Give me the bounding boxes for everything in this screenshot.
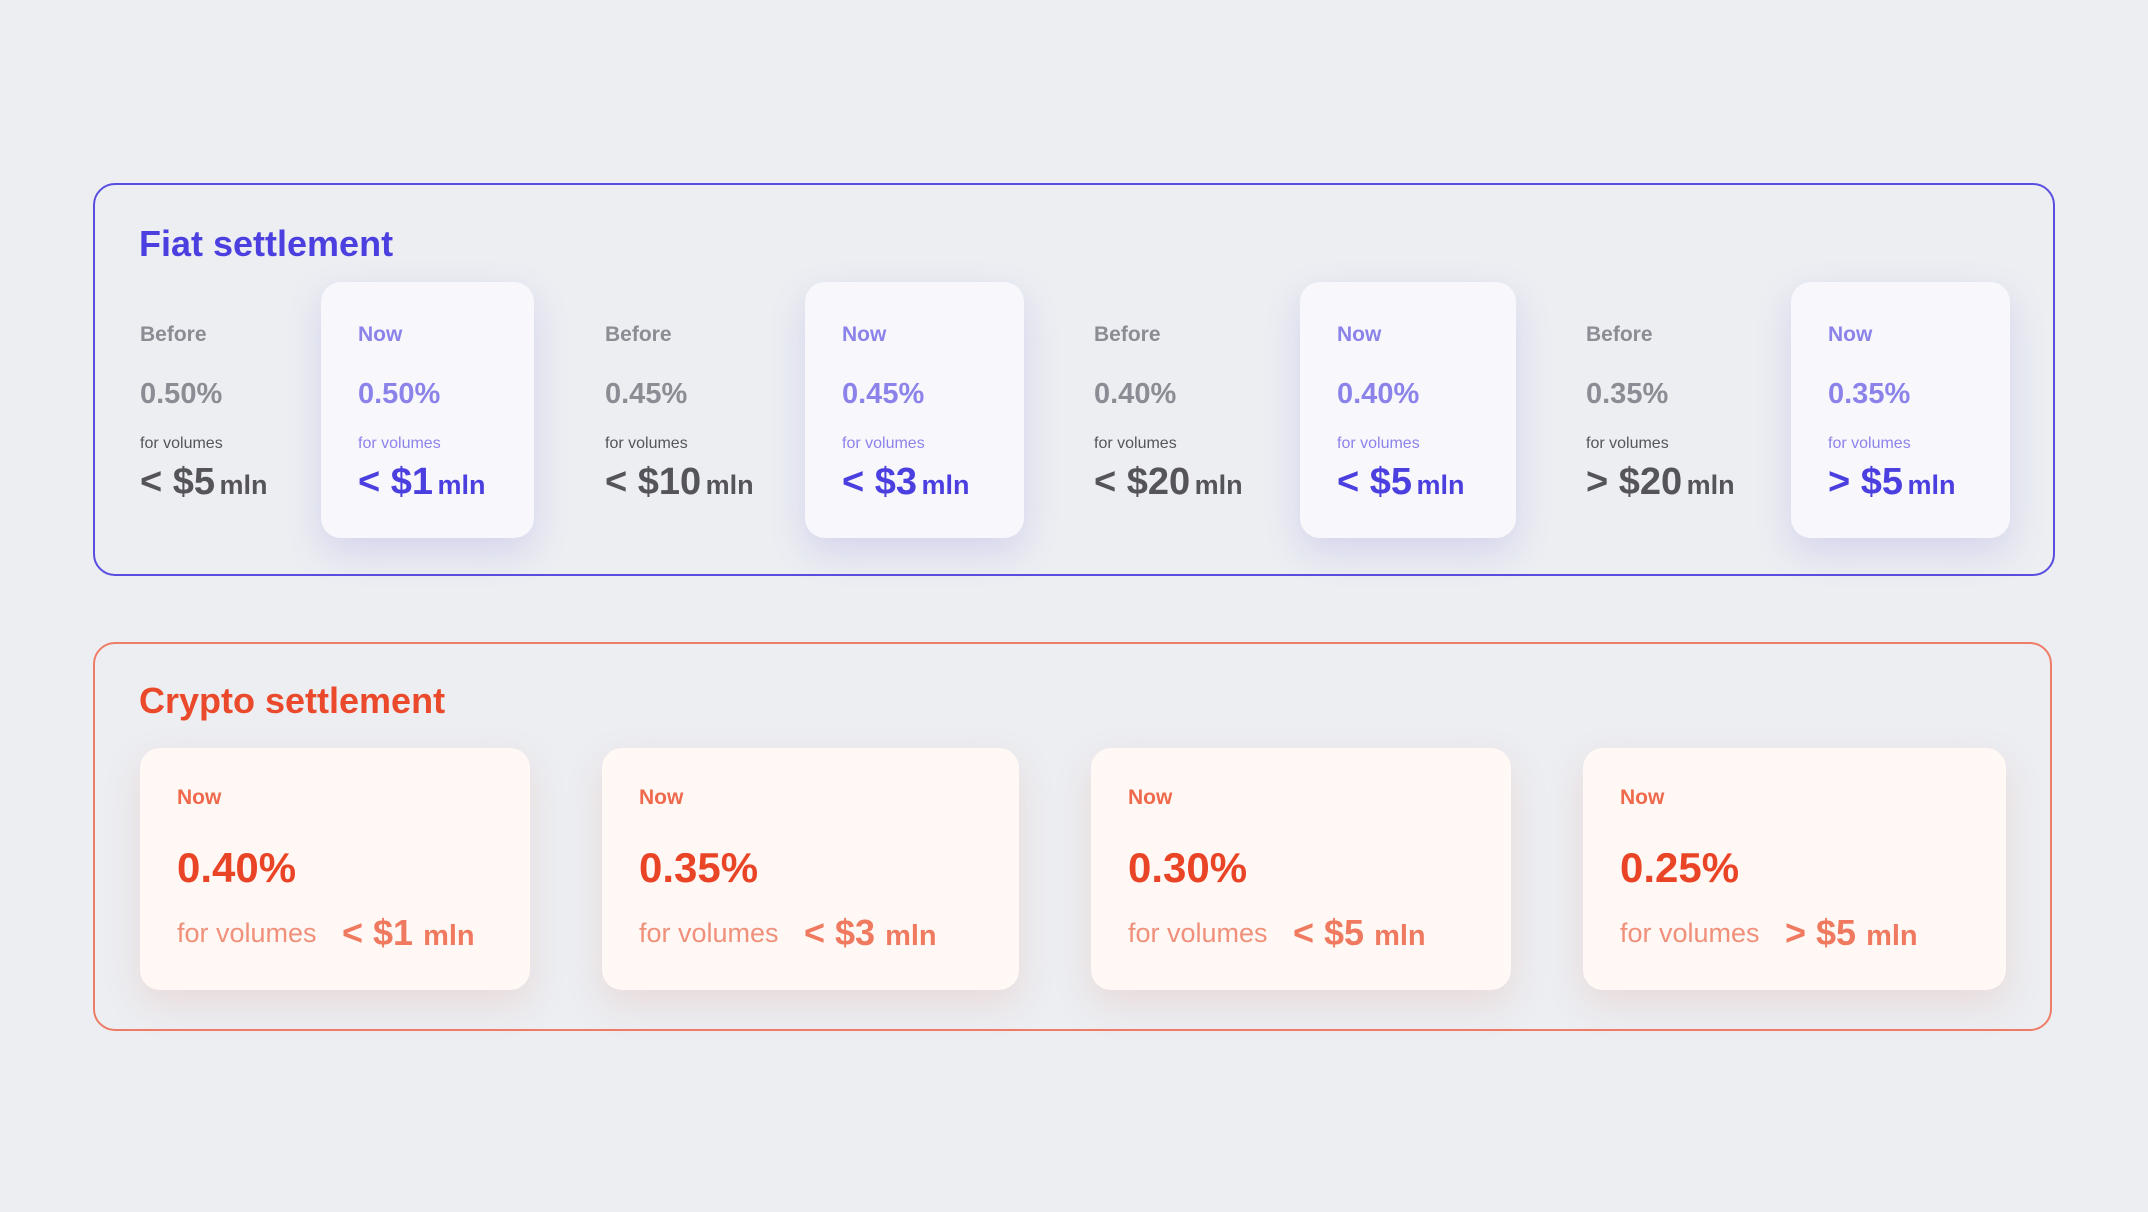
before-label: Before — [140, 323, 207, 346]
before-label: Before — [1094, 323, 1161, 346]
crypto-tier-2-card: Now 0.35% for volumes < $3 mln — [602, 748, 1019, 990]
crypto-tier-1-card: Now 0.40% for volumes < $1 mln — [140, 748, 530, 990]
fiat-tier-3-before: Before 0.40% for volumes < $20 mln — [1094, 282, 1269, 538]
volume-unit: mln — [705, 470, 754, 500]
volume-unit: mln — [1866, 920, 1918, 952]
now-rate: 0.35% — [639, 844, 759, 891]
fiat-settlement-title: Fiat settlement — [139, 223, 394, 264]
before-rate: 0.40% — [1094, 378, 1177, 410]
for-volumes-label: for volumes — [1620, 918, 1760, 948]
volume-amount: < $20 — [1094, 461, 1191, 503]
now-rate: 0.25% — [1620, 844, 1740, 891]
volume-amount: < $5 — [140, 461, 216, 503]
volume-unit: mln — [921, 470, 970, 500]
crypto-settlement-title: Crypto settlement — [139, 680, 446, 721]
before-rate: 0.50% — [140, 378, 223, 410]
volume-amount: > $5 — [1785, 912, 1857, 953]
now-label: Now — [1828, 323, 1873, 346]
volume-unit: mln — [437, 470, 486, 500]
fiat-tier-2-now-card: Now 0.45% for volumes < $3 mln — [805, 282, 1024, 538]
fiat-tier-4-now-card: Now 0.35% for volumes > $5 mln — [1791, 282, 2010, 538]
volume-amount: > $20 — [1586, 461, 1683, 503]
fiat-tier-1-before: Before 0.50% for volumes < $5 mln — [140, 282, 300, 538]
for-volumes-label: for volumes — [177, 918, 317, 948]
volume-unit: mln — [1686, 470, 1735, 500]
before-label: Before — [1586, 323, 1653, 346]
fiat-settlement-panel: Fiat settlement Before 0.50% for volumes… — [93, 183, 2055, 576]
now-rate: 0.35% — [1828, 378, 1911, 410]
volume-unit: mln — [219, 470, 268, 500]
crypto-tier-4-card: Now 0.25% for volumes > $5 mln — [1583, 748, 2006, 990]
for-volumes-label: for volumes — [1337, 435, 1420, 452]
now-rate: 0.30% — [1128, 844, 1248, 891]
volume-threshold: < $1 mln — [342, 912, 475, 954]
for-volumes-label: for volumes — [639, 918, 779, 948]
now-label: Now — [1620, 786, 1665, 809]
volume-amount: < $3 — [804, 912, 876, 953]
fiat-tier-3-now-card: Now 0.40% for volumes < $5 mln — [1300, 282, 1516, 538]
now-label: Now — [639, 786, 684, 809]
volume-unit: mln — [423, 920, 475, 952]
now-label: Now — [842, 323, 887, 346]
volume-amount: < $5 — [1293, 912, 1365, 953]
volume-threshold: < $5 mln — [140, 461, 268, 504]
before-label: Before — [605, 323, 672, 346]
for-volumes-label: for volumes — [1586, 435, 1669, 452]
now-rate: 0.45% — [842, 378, 925, 410]
for-volumes-label: for volumes — [605, 435, 688, 452]
for-volumes-label: for volumes — [358, 435, 441, 452]
volume-amount: < $10 — [605, 461, 702, 503]
for-volumes-label: for volumes — [1128, 918, 1268, 948]
volume-threshold: < $5 mln — [1337, 461, 1465, 504]
now-label: Now — [177, 786, 222, 809]
now-rate: 0.40% — [177, 844, 297, 891]
volume-threshold: < $3 mln — [804, 912, 937, 954]
volume-amount: < $1 — [342, 912, 414, 953]
volume-threshold: > $5 mln — [1785, 912, 1918, 954]
volume-threshold: < $10 mln — [605, 461, 754, 504]
volume-unit: mln — [1416, 470, 1465, 500]
volume-threshold: < $20 mln — [1094, 461, 1243, 504]
volume-threshold: > $20 mln — [1586, 461, 1735, 504]
now-rate: 0.40% — [1337, 378, 1420, 410]
volume-amount: > $5 — [1828, 461, 1904, 503]
for-volumes-label: for volumes — [842, 435, 925, 452]
volume-threshold: < $3 mln — [842, 461, 970, 504]
volume-amount: < $1 — [358, 461, 434, 503]
volume-amount: < $3 — [842, 461, 918, 503]
before-rate: 0.45% — [605, 378, 688, 410]
fiat-tier-2-before: Before 0.45% for volumes < $10 mln — [605, 282, 775, 538]
volume-threshold: > $5 mln — [1828, 461, 1956, 504]
now-rate: 0.50% — [358, 378, 441, 410]
before-rate: 0.35% — [1586, 378, 1669, 410]
for-volumes-label: for volumes — [140, 435, 223, 452]
now-label: Now — [1128, 786, 1173, 809]
volume-unit: mln — [1907, 470, 1956, 500]
for-volumes-label: for volumes — [1094, 435, 1177, 452]
now-label: Now — [358, 323, 403, 346]
volume-threshold: < $1 mln — [358, 461, 486, 504]
volume-unit: mln — [885, 920, 937, 952]
crypto-settlement-panel: Crypto settlement Now 0.40% for volumes … — [93, 642, 2052, 1031]
volume-amount: < $5 — [1337, 461, 1413, 503]
volume-unit: mln — [1374, 920, 1426, 952]
crypto-tier-3-card: Now 0.30% for volumes < $5 mln — [1091, 748, 1511, 990]
fiat-tier-4-before: Before 0.35% for volumes > $20 mln — [1586, 282, 1761, 538]
volume-unit: mln — [1194, 470, 1243, 500]
now-label: Now — [1337, 323, 1382, 346]
volume-threshold: < $5 mln — [1293, 912, 1426, 954]
for-volumes-label: for volumes — [1828, 435, 1911, 452]
fiat-tier-1-now-card: Now 0.50% for volumes < $1 mln — [321, 282, 534, 538]
